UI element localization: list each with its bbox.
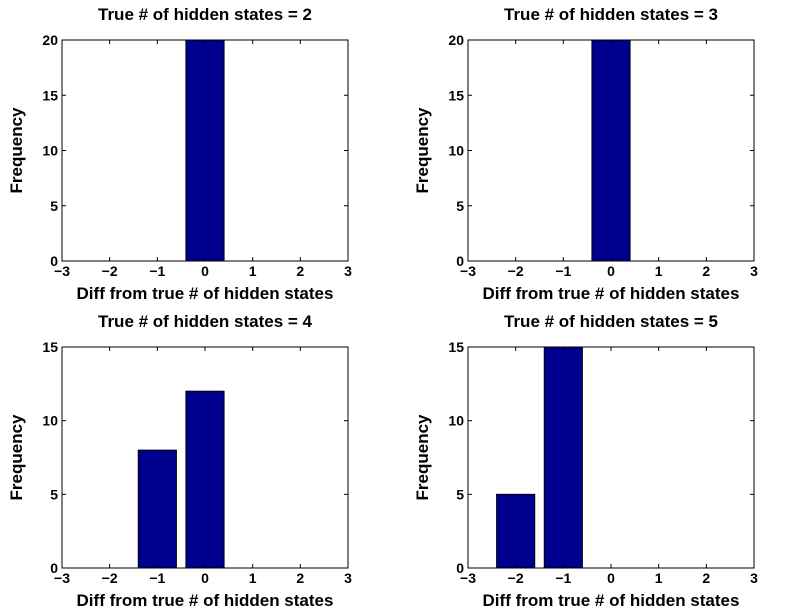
x-tick-label: 2 bbox=[702, 570, 710, 586]
x-axis-label: Diff from true # of hidden states bbox=[77, 591, 334, 610]
chart-panel-1: −3 −2 −1 0 1 2 3 0 5 10 15 20 True # of hidden state… bbox=[7, 5, 352, 303]
x-tick-label: −3 bbox=[460, 570, 476, 586]
x-tick-label: −3 bbox=[54, 263, 70, 279]
y-tick-label: 5 bbox=[50, 486, 58, 502]
x-axis-label: Diff from true # of hidden states bbox=[483, 284, 740, 303]
y-tick-label: 0 bbox=[50, 253, 58, 269]
y-tick-label: 0 bbox=[456, 560, 464, 576]
x-axis-label: Diff from true # of hidden states bbox=[483, 591, 740, 610]
y-tick-label: 0 bbox=[50, 560, 58, 576]
x-tick-label: −3 bbox=[460, 263, 476, 279]
y-tick-label: 5 bbox=[50, 198, 58, 214]
chart-title: True # of hidden states = 5 bbox=[504, 312, 718, 331]
x-tick-label: 3 bbox=[344, 263, 352, 279]
y-tick-label: 15 bbox=[448, 339, 464, 355]
x-tick-label: −1 bbox=[149, 570, 165, 586]
x-tick-label: −2 bbox=[102, 263, 118, 279]
y-axis-label: Frequency bbox=[413, 107, 432, 194]
y-tick-label: 15 bbox=[448, 87, 464, 103]
bar bbox=[185, 390, 225, 569]
y-tick-label: 15 bbox=[42, 339, 58, 355]
x-tick-label: 1 bbox=[655, 570, 663, 586]
x-tick-label: 2 bbox=[296, 263, 304, 279]
bar bbox=[185, 39, 225, 262]
x-tick-label: 1 bbox=[249, 263, 257, 279]
bar bbox=[543, 346, 583, 569]
x-tick-label: 3 bbox=[750, 570, 758, 586]
chart-title: True # of hidden states = 4 bbox=[98, 312, 313, 331]
x-tick-label: −3 bbox=[54, 570, 70, 586]
y-tick-label: 10 bbox=[448, 413, 464, 429]
x-tick-label: −2 bbox=[508, 570, 524, 586]
y-axis-label: Frequency bbox=[413, 414, 432, 501]
y-tick-label: 0 bbox=[456, 253, 464, 269]
x-tick-label: 3 bbox=[750, 263, 758, 279]
y-axis-label: Frequency bbox=[7, 414, 26, 501]
chart-panel-2: −3 −2 −1 0 1 2 3 0 5 10 15 20 True # of hidden state… bbox=[413, 5, 758, 303]
y-tick-label: 5 bbox=[456, 486, 464, 502]
x-tick-label: 0 bbox=[607, 570, 615, 586]
x-tick-label: −1 bbox=[149, 263, 165, 279]
x-tick-label: 1 bbox=[655, 263, 663, 279]
chart-panel-4: −3 −2 −1 0 1 2 3 0 5 10 15 True # of hidden states … bbox=[413, 312, 758, 610]
x-tick-label: 0 bbox=[201, 570, 209, 586]
x-tick-label: 1 bbox=[249, 570, 257, 586]
y-tick-label: 10 bbox=[42, 143, 58, 159]
y-tick-label: 20 bbox=[448, 32, 464, 48]
x-tick-label: 0 bbox=[607, 263, 615, 279]
y-tick-label: 20 bbox=[42, 32, 58, 48]
bar bbox=[137, 449, 177, 569]
x-axis-label: Diff from true # of hidden states bbox=[77, 284, 334, 303]
bar bbox=[496, 493, 536, 569]
chart-title: True # of hidden states = 3 bbox=[504, 5, 718, 24]
x-tick-label: 3 bbox=[344, 570, 352, 586]
y-tick-label: 15 bbox=[42, 87, 58, 103]
chart-panel-3: −3 −2 −1 0 1 2 3 0 5 10 15 True # of hidden states … bbox=[7, 312, 352, 610]
y-tick-label: 10 bbox=[448, 143, 464, 159]
x-tick-label: 0 bbox=[201, 263, 209, 279]
y-axis-label: Frequency bbox=[7, 107, 26, 194]
bar bbox=[591, 39, 631, 262]
x-tick-label: 2 bbox=[702, 263, 710, 279]
x-tick-label: −1 bbox=[555, 570, 571, 586]
x-tick-label: 2 bbox=[296, 570, 304, 586]
x-tick-label: −2 bbox=[102, 570, 118, 586]
y-tick-label: 10 bbox=[42, 413, 58, 429]
y-tick-label: 5 bbox=[456, 198, 464, 214]
x-tick-label: −1 bbox=[555, 263, 571, 279]
x-tick-label: −2 bbox=[508, 263, 524, 279]
chart-title: True # of hidden states = 2 bbox=[98, 5, 312, 24]
